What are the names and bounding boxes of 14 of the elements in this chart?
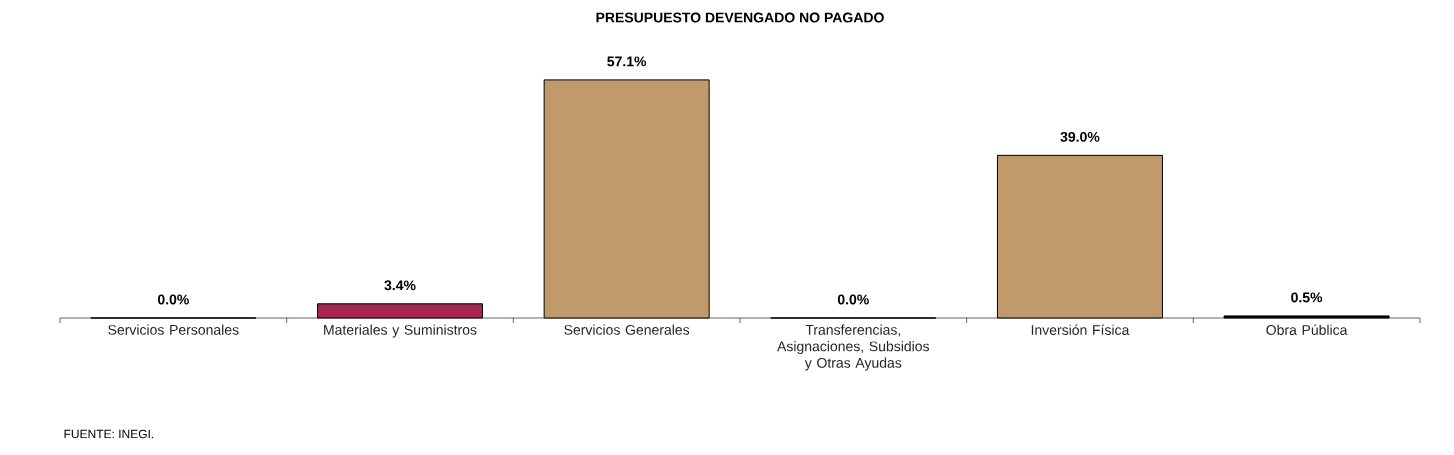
x-tick-label: Inversión Física [1031,324,1130,335]
data-label: 0.0% [837,294,869,305]
data-label: 57.1% [607,56,647,67]
chart-title: PRESUPUESTO DEVENGADO NO PAGADO [596,12,884,23]
x-tick-label: Obra Pública [1266,324,1348,335]
source-note: FUENTE: INEGI. [64,429,154,439]
data-label: 0.5% [1291,292,1323,303]
x-tick-label: Materiales y Suministros [324,324,477,338]
data-label: 39.0% [1060,131,1100,142]
data-label: 3.4% [384,280,416,291]
x-tick-label: Servicios Generales [564,324,690,335]
x-tick-label: Servicios Personales [108,324,239,335]
x-tick-label: Transferencias, Asignaciones, Subsidios y Otras Ayudas [777,324,930,371]
data-label: 0.0% [157,294,189,305]
